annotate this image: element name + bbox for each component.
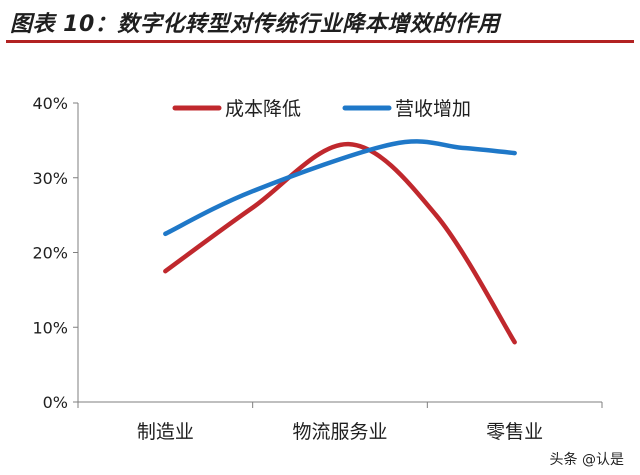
title-rule bbox=[6, 40, 634, 43]
y-tick-label: 20% bbox=[32, 244, 68, 263]
y-tick-label: 0% bbox=[43, 393, 68, 412]
watermark: 头条 @认是 bbox=[549, 449, 624, 469]
y-tick-label: 40% bbox=[32, 94, 68, 113]
legend-label: 成本降低 bbox=[225, 98, 301, 120]
x-tick-label: 物流服务业 bbox=[292, 421, 387, 443]
axes: 0% 10% 20% 30% 40% 制造业 物流服务业 零售业 bbox=[32, 94, 603, 443]
chart-title: 图表 10：数字化转型对传统行业降本增效的作用 bbox=[10, 12, 500, 37]
title-bar: 图表 10：数字化转型对传统行业降本增效的作用 bbox=[0, 0, 640, 46]
series-line bbox=[163, 141, 517, 345]
x-tick-label: 零售业 bbox=[486, 421, 543, 443]
x-tick-label: 制造业 bbox=[137, 421, 194, 443]
legend-label: 营收增加 bbox=[395, 98, 471, 120]
series-layer bbox=[163, 139, 517, 345]
legend: 成本降低 营收增加 bbox=[172, 98, 471, 120]
y-tick-label: 30% bbox=[32, 169, 68, 188]
y-tick-label: 10% bbox=[32, 318, 68, 337]
series-line bbox=[163, 139, 517, 237]
